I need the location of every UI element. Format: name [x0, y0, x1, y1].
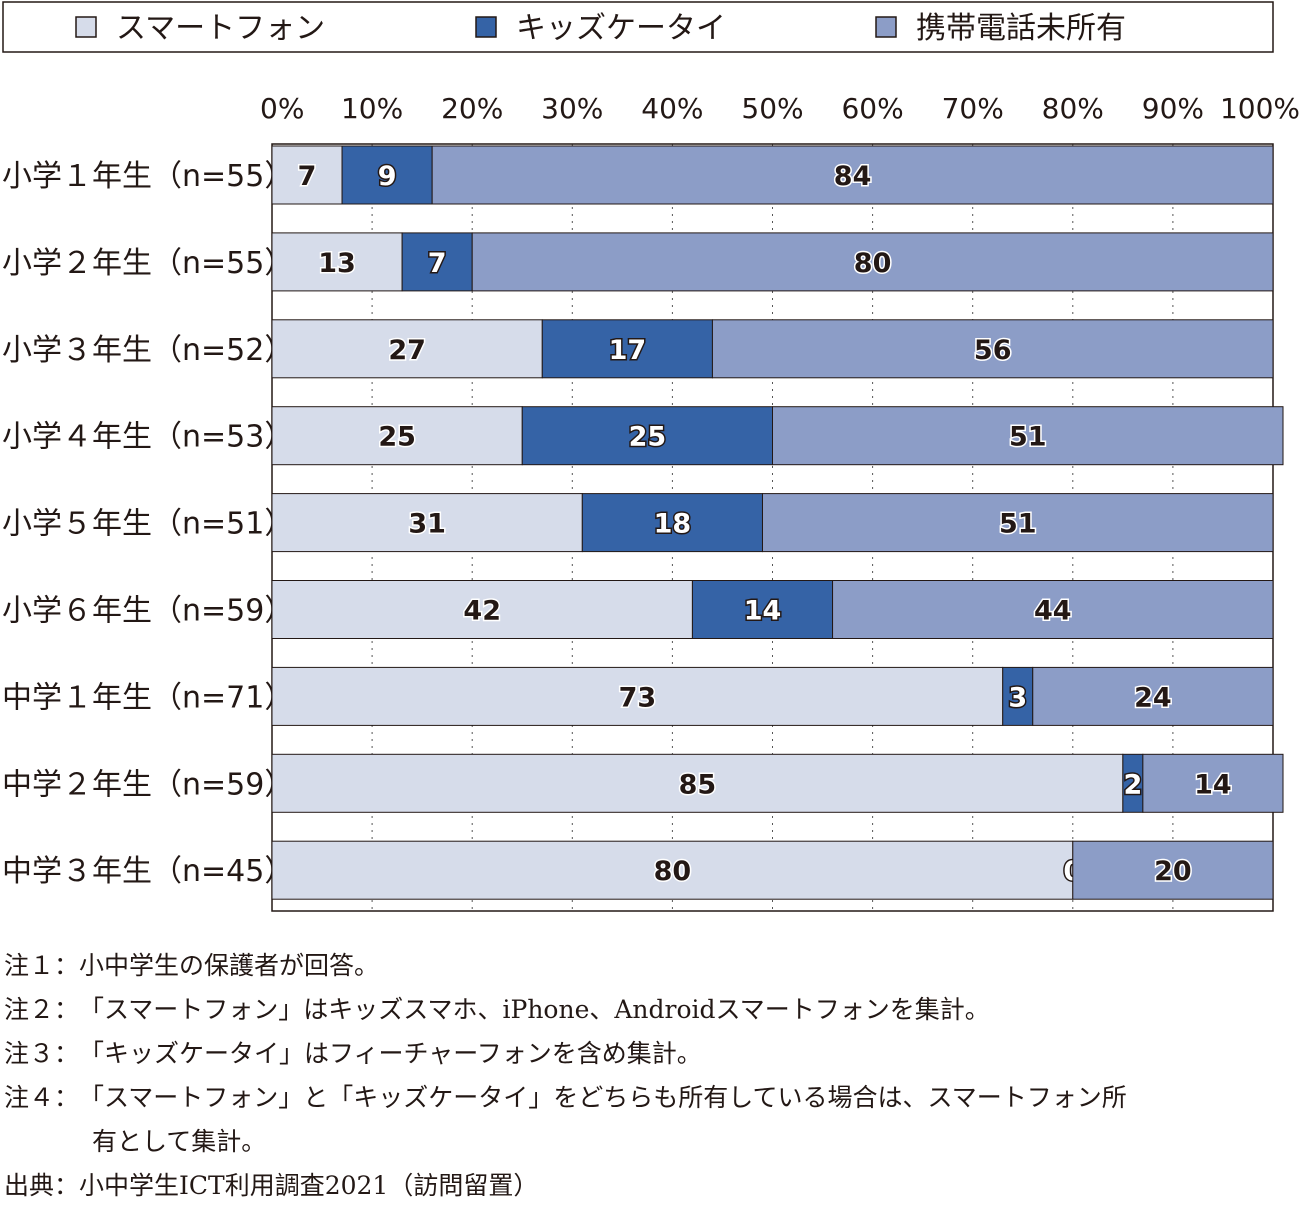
category-label: 中学３年生（n=45）	[2, 854, 294, 889]
source-line: 出典： 小中学生ICT利用調査2021（訪問留置）	[4, 1164, 1294, 1208]
bar-segment	[431, 145, 1274, 205]
data-label: 2	[1123, 769, 1142, 800]
bar-segment	[581, 493, 763, 553]
data-label: 13	[318, 248, 356, 279]
data-label: 84	[834, 161, 872, 192]
data-label: 85	[679, 769, 717, 800]
bar-segment	[772, 406, 1284, 466]
legend-swatch	[475, 16, 497, 38]
note-4: 注４： 「スマートフォン」と「キッズケータイ」をどちらも所有している場合は、スマ…	[4, 1076, 1294, 1120]
note-4-text: 「スマートフォン」と「キッズケータイ」をどちらも所有している場合は、スマートフォ…	[79, 1083, 1127, 1112]
bar-segment	[271, 319, 543, 379]
category-label: 小学３年生（n=52）	[2, 333, 294, 368]
category-label: 小学６年生（n=59）	[2, 594, 294, 629]
data-label: 7	[298, 161, 317, 192]
data-label: 80	[854, 248, 892, 279]
note-1: 注１： 小中学生の保護者が回答。	[4, 944, 1294, 988]
bar-segment	[271, 580, 693, 639]
note-3-text: 「キッズケータイ」はフィーチャーフォンを含め集計。	[79, 1039, 702, 1068]
bar-segment	[341, 145, 433, 205]
source-text: 小中学生ICT利用調査2021（訪問留置）	[79, 1171, 539, 1200]
data-label: 20	[1154, 856, 1192, 887]
note-3-prefix: 注３：	[4, 1039, 80, 1068]
x-tick-label: 10%	[341, 92, 403, 125]
bar-segment	[271, 840, 1074, 900]
legend-swatch	[875, 16, 897, 38]
data-label: 24	[1134, 682, 1172, 713]
x-tick-label: 90%	[1142, 92, 1204, 125]
bar-segment	[271, 406, 523, 466]
x-tick-label: 70%	[942, 92, 1004, 125]
bar-segment	[1032, 666, 1274, 726]
data-label: 56	[974, 335, 1012, 366]
note-3: 注３： 「キッズケータイ」はフィーチャーフォンを含め集計。	[4, 1032, 1294, 1076]
data-label: 7	[428, 248, 447, 279]
note-2-prefix: 注２：	[4, 995, 80, 1024]
note-1-prefix: 注１：	[4, 951, 80, 980]
chart-bars: 7 9 84 13 7 80 27 17 56 25 25 51 31 18 51 42 14 44 73 3 24 85…	[271, 145, 1284, 900]
data-label: 44	[1034, 596, 1072, 627]
data-label: 25	[629, 422, 667, 453]
bar-segment	[691, 580, 834, 639]
category-label: 小学１年生（n=55）	[2, 159, 294, 194]
bar-segment	[1072, 840, 1274, 900]
data-label: 18	[654, 509, 692, 540]
note-2: 注２： 「スマートフォン」はキッズスマホ、iPhone、Androidスマートフ…	[4, 988, 1294, 1032]
bar-segment	[401, 232, 473, 292]
bar-segment	[1002, 666, 1034, 726]
x-tick-label: 60%	[841, 92, 903, 125]
note-4-prefix: 注４：	[4, 1083, 80, 1112]
data-label: 31	[408, 509, 446, 540]
category-label: 中学２年生（n=59）	[2, 767, 294, 802]
data-label: 14	[744, 596, 782, 627]
data-label: 80	[654, 856, 692, 887]
bar-segment	[271, 145, 343, 205]
bar-segment	[271, 232, 403, 292]
data-label: 25	[378, 422, 416, 453]
bar-segment	[832, 580, 1274, 639]
x-tick-label: 40%	[641, 92, 703, 125]
legend-frame	[2, 1, 1274, 53]
category-label: 小学５年生（n=51）	[2, 507, 294, 542]
x-tick-label: 30%	[541, 92, 603, 125]
bar-segment	[271, 493, 583, 553]
chart-legend: スマートフォン キッズケータイ 携帯電話未所有	[2, 1, 1274, 53]
x-tick-label: 50%	[741, 92, 803, 125]
category-label: 中学１年生（n=71）	[2, 680, 294, 715]
data-label: 51	[1009, 422, 1047, 453]
y-axis-category-labels: 小学１年生（n=55） 小学２年生（n=55） 小学３年生（n=52） 小学４年生（n…	[2, 159, 294, 889]
note-2-text: 「スマートフォン」はキッズスマホ、iPhone、Androidスマートフォンを集…	[79, 995, 990, 1024]
bar-segment	[1142, 753, 1284, 813]
x-axis-tick-labels: 0% 10% 20% 30% 40% 50% 60% 70% 80% 90% 100%	[260, 92, 1300, 125]
chart-notes: 注１： 小中学生の保護者が回答。 注２： 「スマートフォン」はキッズスマホ、iP…	[4, 944, 1294, 1208]
legend-label: 携帯電話未所有	[916, 11, 1126, 46]
stacked-bar-chart: スマートフォン キッズケータイ 携帯電話未所有 0% 10% 20% 30% 40% 50% 6…	[2, 1, 1300, 912]
note-1-text: 小中学生の保護者が回答。	[79, 951, 380, 980]
x-tick-label: 20%	[441, 92, 503, 125]
x-tick-label: 0%	[260, 92, 304, 125]
category-label: 小学２年生（n=55）	[2, 246, 294, 281]
data-label: 27	[388, 335, 426, 366]
bar-segment	[271, 666, 1004, 726]
data-label: 42	[463, 596, 501, 627]
x-tick-label: 80%	[1042, 92, 1104, 125]
bar-segment	[521, 406, 773, 466]
legend-swatch	[75, 16, 97, 38]
data-label: 17	[609, 335, 647, 366]
bar-segment	[541, 319, 713, 379]
data-label: 9	[378, 161, 397, 192]
bar-segment	[761, 493, 1274, 553]
legend-label: キッズケータイ	[516, 11, 726, 46]
source-prefix: 出典：	[4, 1171, 80, 1200]
legend-label: スマートフォン	[116, 11, 325, 46]
data-label: 14	[1194, 769, 1232, 800]
data-label: 51	[999, 509, 1037, 540]
data-label: 3	[1008, 682, 1027, 713]
category-label: 小学４年生（n=53）	[2, 420, 294, 455]
data-label: 73	[619, 682, 657, 713]
bar-segment	[711, 319, 1274, 379]
bar-segment	[471, 232, 1274, 292]
x-tick-label: 100%	[1220, 92, 1300, 125]
note-4-continuation: 有として集計。	[92, 1127, 267, 1156]
